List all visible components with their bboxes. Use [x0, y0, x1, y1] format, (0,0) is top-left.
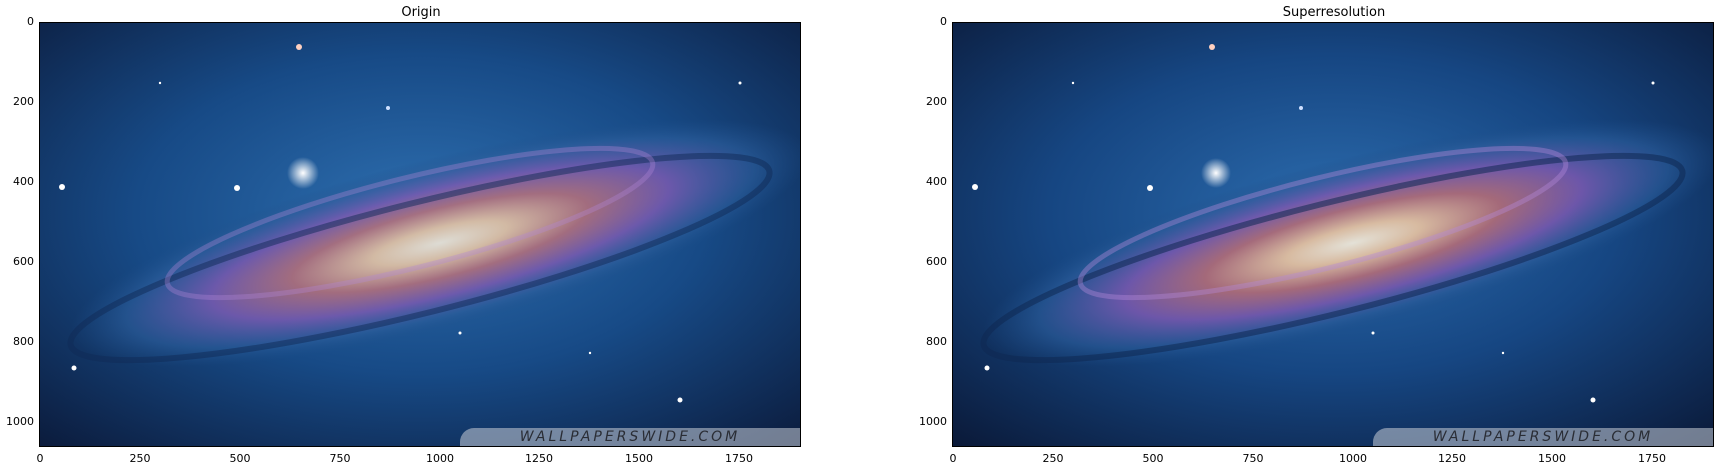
origin-image: WALLPAPERSWIDE.COM: [39, 22, 801, 447]
x-tick: 1500: [625, 452, 653, 465]
y-tick: 0: [940, 15, 947, 28]
x-tick: 1250: [1438, 452, 1466, 465]
y-tick: 800: [13, 335, 34, 348]
origin-panel: Origin: [6, 5, 801, 465]
superresolution-panel: Superresolution: [913, 0, 1720, 472]
y-tick: 600: [13, 255, 34, 268]
x-tick: 1250: [525, 452, 553, 465]
x-tick: 1000: [1339, 452, 1367, 465]
x-tick: 1500: [1538, 452, 1566, 465]
x-tick: 250: [129, 452, 151, 465]
origin-watermark: WALLPAPERSWIDE.COM: [460, 428, 800, 446]
superresolution-image: WALLPAPERSWIDE.COM: [952, 22, 1714, 447]
y-tick: 400: [926, 175, 947, 188]
superresolution-watermark: WALLPAPERSWIDE.COM: [1373, 428, 1713, 446]
x-tick: 250: [1042, 452, 1064, 465]
y-tick: 1000: [6, 415, 34, 428]
x-tick: 1750: [725, 452, 753, 465]
y-tick: 800: [926, 335, 947, 348]
x-tick: 0: [36, 452, 44, 465]
y-tick: 600: [926, 255, 947, 268]
y-tick: 200: [926, 95, 947, 108]
y-tick: 200: [13, 95, 34, 108]
x-tick: 500: [229, 452, 251, 465]
y-tick: 1000: [919, 415, 947, 428]
origin-title: Origin: [401, 5, 441, 20]
x-tick: 1750: [1638, 452, 1666, 465]
x-tick: 1000: [426, 452, 454, 465]
y-tick: 400: [13, 175, 34, 188]
x-tick: 500: [1142, 452, 1164, 465]
x-tick: 750: [329, 452, 351, 465]
superresolution-title: Superresolution: [1282, 5, 1386, 20]
x-tick: 750: [1242, 452, 1264, 465]
y-tick: 0: [27, 15, 34, 28]
x-tick: 0: [949, 452, 957, 465]
